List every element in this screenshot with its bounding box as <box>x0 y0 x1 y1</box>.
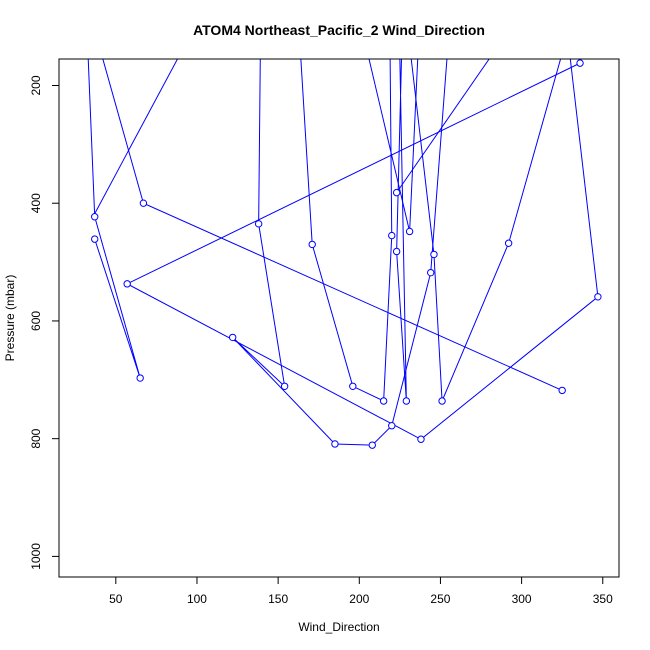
data-point <box>431 251 437 257</box>
data-point <box>92 236 98 242</box>
series-line-segment <box>397 59 407 401</box>
x-tick-label: 350 <box>593 592 613 606</box>
y-tick-label: 600 <box>29 311 43 331</box>
y-tick-label: 800 <box>29 428 43 448</box>
series-line-segment <box>570 59 598 297</box>
x-tick-label: 50 <box>109 592 123 606</box>
series-line-segment <box>397 59 490 193</box>
plot-lines <box>83 12 598 445</box>
series-line-segment <box>127 63 580 284</box>
data-point <box>505 240 511 246</box>
data-point <box>428 269 434 275</box>
x-axis: 50 100 150 200 250 300 350 <box>109 577 613 606</box>
data-point <box>393 189 399 195</box>
data-point <box>332 441 338 447</box>
data-point <box>369 442 375 448</box>
y-axis: 200 400 600 800 1000 <box>29 75 59 570</box>
x-tick-label: 100 <box>187 592 207 606</box>
series-line-segment <box>103 59 562 390</box>
x-tick-label: 150 <box>268 592 288 606</box>
x-axis-label: Wind_Direction <box>298 620 379 634</box>
data-point <box>439 398 445 404</box>
data-point <box>140 200 146 206</box>
data-point <box>389 423 395 429</box>
y-tick-label: 400 <box>29 193 43 213</box>
data-point <box>595 294 601 300</box>
data-point <box>350 383 356 389</box>
data-point <box>92 214 98 220</box>
data-point <box>229 334 235 340</box>
chart-title: ATOM4 Northeast_Pacific_2 Wind_Direction <box>193 22 485 38</box>
x-tick-label: 250 <box>430 592 450 606</box>
data-point <box>255 221 261 227</box>
y-tick-label: 1000 <box>29 543 43 570</box>
series-line-segment <box>369 59 418 231</box>
y-tick-label: 200 <box>29 75 43 95</box>
plot-frame <box>59 59 619 577</box>
x-tick-label: 200 <box>349 592 369 606</box>
plot-markers <box>92 60 602 448</box>
data-point <box>403 398 409 404</box>
data-point <box>309 241 315 247</box>
data-point <box>124 281 130 287</box>
series-line-segment <box>83 12 140 378</box>
data-point <box>406 228 412 234</box>
data-point <box>559 387 565 393</box>
series-line-segment <box>301 59 392 401</box>
data-point <box>137 375 143 381</box>
data-point <box>418 436 424 442</box>
series-line-segment <box>127 284 598 439</box>
series-line-segment <box>93 12 177 217</box>
data-point <box>393 248 399 254</box>
y-axis-label: Pressure (mbar) <box>3 275 17 362</box>
data-point <box>389 232 395 238</box>
data-point <box>380 398 386 404</box>
data-point <box>577 60 583 66</box>
x-tick-label: 300 <box>512 592 532 606</box>
data-point <box>281 383 287 389</box>
